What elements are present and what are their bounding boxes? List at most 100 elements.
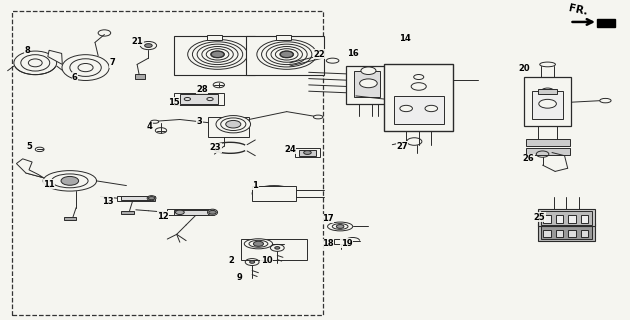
Bar xyxy=(252,186,296,201)
Ellipse shape xyxy=(14,51,57,75)
Polygon shape xyxy=(48,50,62,64)
Text: 27: 27 xyxy=(396,142,408,151)
Circle shape xyxy=(149,196,155,200)
Ellipse shape xyxy=(216,116,251,133)
Bar xyxy=(122,211,134,214)
Text: 23: 23 xyxy=(210,143,222,152)
Text: 15: 15 xyxy=(168,98,180,107)
Ellipse shape xyxy=(62,55,109,81)
Ellipse shape xyxy=(147,196,156,201)
Bar xyxy=(241,239,307,260)
Ellipse shape xyxy=(332,224,348,229)
Circle shape xyxy=(211,51,224,58)
Circle shape xyxy=(249,261,255,263)
Bar xyxy=(246,36,324,76)
Bar xyxy=(538,89,557,94)
Bar xyxy=(208,117,249,137)
Circle shape xyxy=(209,211,216,214)
Circle shape xyxy=(360,79,377,88)
Text: 2: 2 xyxy=(229,256,234,265)
Text: 28: 28 xyxy=(196,85,208,94)
Circle shape xyxy=(411,83,427,90)
Bar xyxy=(597,19,616,27)
Circle shape xyxy=(361,67,376,75)
Bar xyxy=(117,196,155,201)
Text: 17: 17 xyxy=(323,214,334,223)
Circle shape xyxy=(253,241,263,246)
Text: 3: 3 xyxy=(197,116,202,125)
Circle shape xyxy=(400,105,413,112)
Bar xyxy=(299,150,316,156)
Bar xyxy=(354,71,381,98)
Text: 19: 19 xyxy=(341,239,352,248)
Ellipse shape xyxy=(244,239,273,249)
Circle shape xyxy=(425,105,438,112)
Text: 7: 7 xyxy=(110,58,115,67)
Polygon shape xyxy=(16,159,43,178)
Text: 5: 5 xyxy=(26,142,33,151)
Bar xyxy=(568,215,576,223)
Text: 4: 4 xyxy=(147,122,152,131)
Circle shape xyxy=(266,190,282,197)
Bar xyxy=(180,94,217,104)
Bar xyxy=(538,209,595,227)
Ellipse shape xyxy=(207,209,217,215)
Circle shape xyxy=(414,75,424,80)
Bar xyxy=(310,58,323,64)
Bar xyxy=(543,230,551,237)
Bar xyxy=(135,74,145,79)
Bar xyxy=(207,35,222,40)
Bar xyxy=(541,211,592,225)
Ellipse shape xyxy=(52,174,88,188)
Bar xyxy=(581,215,588,223)
Ellipse shape xyxy=(328,222,353,231)
Bar xyxy=(541,225,592,239)
Bar xyxy=(538,223,595,241)
Text: 6: 6 xyxy=(72,73,78,82)
Text: 10: 10 xyxy=(261,256,272,265)
Circle shape xyxy=(280,51,293,58)
Circle shape xyxy=(541,88,554,94)
Bar xyxy=(394,96,444,124)
Ellipse shape xyxy=(220,118,246,131)
Bar xyxy=(168,209,214,215)
Bar xyxy=(122,196,152,200)
Bar xyxy=(64,217,76,220)
Bar xyxy=(276,35,291,40)
Text: 22: 22 xyxy=(314,50,325,59)
Circle shape xyxy=(175,210,184,214)
Bar xyxy=(532,91,563,119)
Text: 16: 16 xyxy=(347,49,358,58)
Text: 21: 21 xyxy=(132,37,144,46)
Ellipse shape xyxy=(252,186,296,201)
Ellipse shape xyxy=(188,39,248,69)
Bar xyxy=(556,215,563,223)
Text: 24: 24 xyxy=(284,145,295,154)
Text: 9: 9 xyxy=(237,273,243,282)
Bar xyxy=(173,210,208,215)
Bar xyxy=(525,139,570,146)
Text: FR.: FR. xyxy=(568,4,588,17)
Circle shape xyxy=(304,151,311,155)
Circle shape xyxy=(275,247,280,249)
Ellipse shape xyxy=(151,120,159,123)
Text: 20: 20 xyxy=(518,64,529,73)
Bar xyxy=(12,11,323,315)
Circle shape xyxy=(61,176,79,185)
Bar xyxy=(334,239,344,244)
Ellipse shape xyxy=(70,59,101,76)
Ellipse shape xyxy=(540,62,556,67)
Circle shape xyxy=(336,225,344,228)
Circle shape xyxy=(226,120,241,128)
Bar xyxy=(295,148,320,157)
Text: 25: 25 xyxy=(534,212,546,221)
Bar xyxy=(568,230,576,237)
Text: 14: 14 xyxy=(399,34,411,43)
Text: 1: 1 xyxy=(253,181,258,190)
Ellipse shape xyxy=(259,188,289,199)
Bar xyxy=(525,148,570,155)
Ellipse shape xyxy=(600,99,611,103)
Bar xyxy=(581,230,588,237)
Text: 13: 13 xyxy=(102,197,113,206)
Circle shape xyxy=(145,44,152,47)
